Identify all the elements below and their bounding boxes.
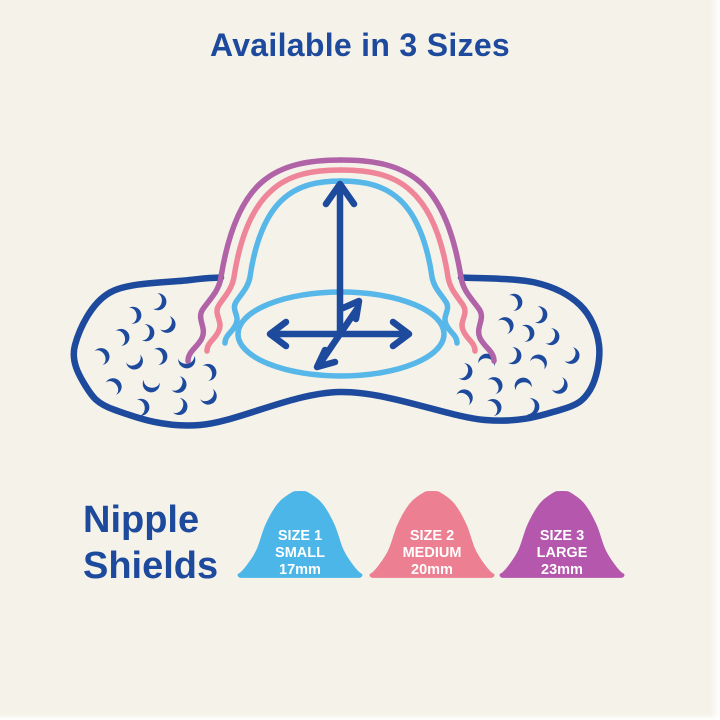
svg-text:LARGE: LARGE <box>537 545 588 561</box>
svg-text:SIZE 1: SIZE 1 <box>278 528 322 544</box>
svg-text:17mm: 17mm <box>279 562 321 578</box>
svg-text:SIZE 2: SIZE 2 <box>410 528 454 544</box>
svg-text:23mm: 23mm <box>541 562 583 578</box>
svg-text:MEDIUM: MEDIUM <box>403 545 462 561</box>
svg-text:SMALL: SMALL <box>275 545 325 561</box>
svg-text:20mm: 20mm <box>411 562 453 578</box>
svg-text:SIZE 3: SIZE 3 <box>540 528 584 544</box>
